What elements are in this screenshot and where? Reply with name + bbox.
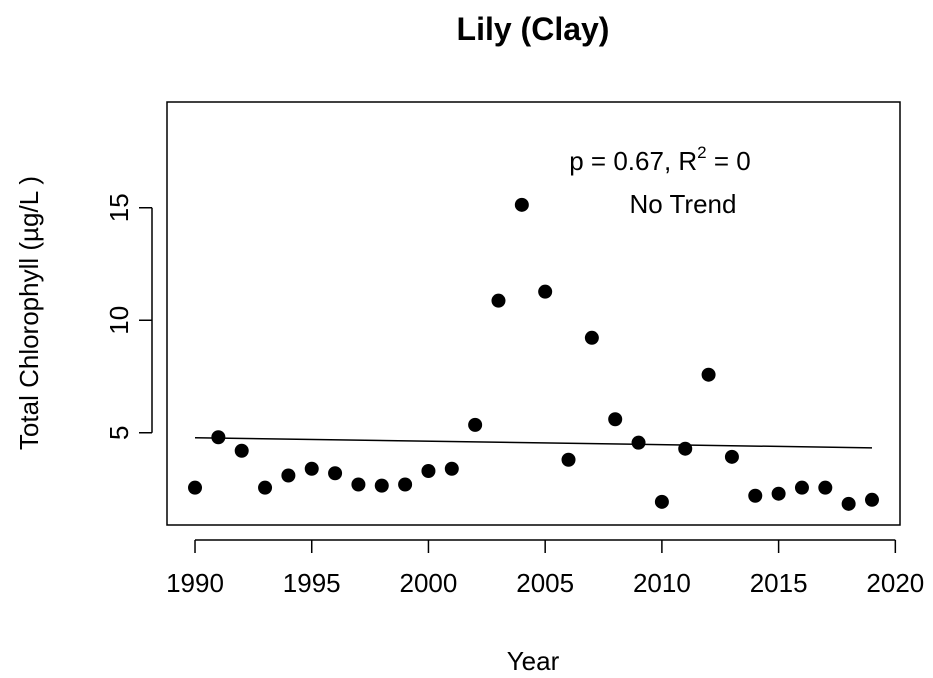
stat-suffix: = 0 [707,146,751,176]
x-tick-label: 2000 [400,568,458,598]
x-tick-label: 1990 [166,568,224,598]
trend-annotation: No Trend [630,189,737,219]
data-point [631,435,646,450]
data-point [514,197,529,212]
data-point [234,443,249,458]
data-point [444,461,459,476]
x-tick-label: 1995 [283,568,341,598]
trend-line [195,436,872,449]
x-tick-label: 2020 [866,568,924,598]
data-point [748,488,763,503]
data-point [818,480,833,495]
data-point [281,468,296,483]
data-point [724,449,739,464]
data-point [421,464,436,478]
stat-text: p = 0.67, R [569,146,697,176]
x-tick-label: 2010 [633,568,691,598]
data-point [864,492,879,507]
data-point [794,480,809,495]
data-point [398,477,413,492]
data-point [841,496,856,511]
data-point [771,486,786,501]
data-point [374,478,389,493]
y-axis-label: Total Chlorophyll (µg/L ) [14,176,44,450]
data-point [304,461,319,476]
data-point [328,466,343,481]
data-point [584,330,599,345]
plot-frame [166,101,901,526]
data-point [491,293,506,308]
y-tick-label: 5 [104,426,134,440]
data-point [538,284,553,299]
data-point [351,477,366,492]
data-point [211,430,226,445]
data-point [188,480,203,495]
data-point [258,480,273,495]
data-point [678,441,693,456]
data-point [468,417,483,432]
chart-title: Lily (Clay) [457,11,610,47]
x-axis-label: Year [507,646,560,676]
data-point [654,494,669,509]
x-tick-label: 2015 [750,568,808,598]
x-tick-label: 2005 [516,568,574,598]
y-tick-label: 10 [104,306,134,335]
data-point [701,367,716,382]
data-point [608,412,623,427]
data-point [561,452,576,467]
stat-annotation: p = 0.67, R2 = 0 [569,143,750,176]
stat-sup: 2 [697,143,706,162]
y-tick-label: 15 [104,193,134,222]
